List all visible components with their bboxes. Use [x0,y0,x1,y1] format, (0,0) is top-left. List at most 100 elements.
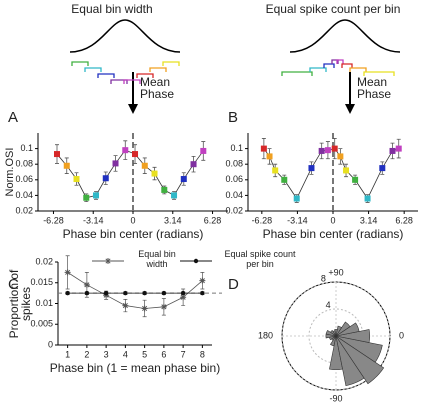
y-tick-label: 0.1 [230,143,243,153]
x-tick-label: 3.14 [164,215,182,225]
marker [122,147,129,154]
theta-tick-label: 0 [399,330,404,340]
bin-bracket [341,63,353,68]
arrow-head [345,104,355,114]
x-tick-label: 0 [130,215,135,225]
panel-label: D [228,276,239,293]
diagram-title: Equal bin width [71,2,152,16]
marker [93,192,100,199]
marker [132,151,139,158]
marker [83,194,90,201]
marker [122,302,129,309]
bin-bracket [71,61,89,66]
bin-bracket [336,59,344,64]
marker [161,290,167,296]
marker [364,195,371,202]
x-tick-label: 8 [200,349,205,359]
y-tick-label: 0.02 [35,256,53,266]
rose-wedge [335,335,385,385]
x-tick-label: 1 [65,349,70,359]
data-line [56,149,204,199]
panel-label: C [8,276,19,293]
marker [266,153,273,160]
marker [63,162,70,169]
marker [142,290,147,296]
bin-bracket [84,67,102,72]
panel-label: A [8,109,18,126]
marker [54,151,60,158]
marker [151,170,158,177]
arrow-label: Mean Phase [140,75,175,101]
bin-bracket [363,71,395,76]
bin-bracket [97,73,115,78]
panel-label: B [228,109,238,126]
rose-wedge [334,328,338,337]
x-tick-label: 3 [104,349,109,359]
marker [324,147,331,154]
y-tick-label: 0.1 [20,143,33,153]
bell-curve [69,19,181,53]
theta-tick-label: +90 [328,267,343,277]
x-tick-label: 6.28 [204,215,222,225]
legend-label: Equal bin width [138,249,176,269]
marker [161,186,168,193]
y-tick-label: 0.08 [225,159,243,169]
theta-tick-label: -90 [329,393,342,403]
x-tick-label: 3.14 [360,215,378,225]
marker [395,145,402,152]
marker [281,176,288,183]
marker [352,176,359,183]
rose-wedge [335,335,383,363]
bin-bracket [149,67,167,72]
x-axis-label: Phase bin center (radians) [263,227,404,241]
marker [331,145,338,152]
bin-bracket [331,59,339,64]
r-tick-label: 4 [326,300,331,310]
x-tick-label: 2 [84,349,89,359]
marker [180,290,186,296]
y-tick-label: 0.04 [225,190,243,200]
legend-label: Equal spike count per bin [224,249,296,269]
y-axis-label: Norm.OSI [4,148,16,197]
marker [171,192,178,199]
rose-wedge [335,329,371,343]
y-tick-label: 0.005 [30,319,53,329]
bin-bracket [162,61,180,66]
arrow-label: Mean Phase [357,75,392,101]
data-line [263,148,399,200]
marker [200,147,207,154]
theta-tick-label: 180 [258,330,273,340]
x-tick-label: -3.14 [287,215,308,225]
marker [260,145,267,152]
y-axis-label: Proportion of spikes [7,269,33,338]
rose-wedge [325,329,337,337]
y-tick-label: 0.02 [15,205,33,215]
marker [379,165,386,172]
marker [64,269,71,276]
x-tick-label: 6.28 [395,215,413,225]
marker [73,176,80,183]
rose-wedge [335,322,360,337]
marker [199,277,206,284]
y-tick-label: 0.06 [225,174,243,184]
x-tick-label: -6.28 [252,215,273,225]
bin-bracket [349,67,367,72]
marker [141,162,148,169]
bin-bracket [123,79,141,84]
marker [337,153,344,160]
marker [389,147,396,154]
marker [102,175,109,182]
marker [105,258,111,264]
marker [272,167,279,174]
rose-wedge [335,325,343,337]
marker [84,290,90,296]
marker [160,303,167,310]
diagram-title: Equal spike count per bin [266,2,401,16]
x-tick-label: 6 [161,349,166,359]
arrow-head [128,104,138,114]
x-tick-label: -6.28 [43,215,64,225]
bin-bracket [281,71,313,76]
bell-curve [289,19,401,53]
bin-bracket [136,73,154,78]
